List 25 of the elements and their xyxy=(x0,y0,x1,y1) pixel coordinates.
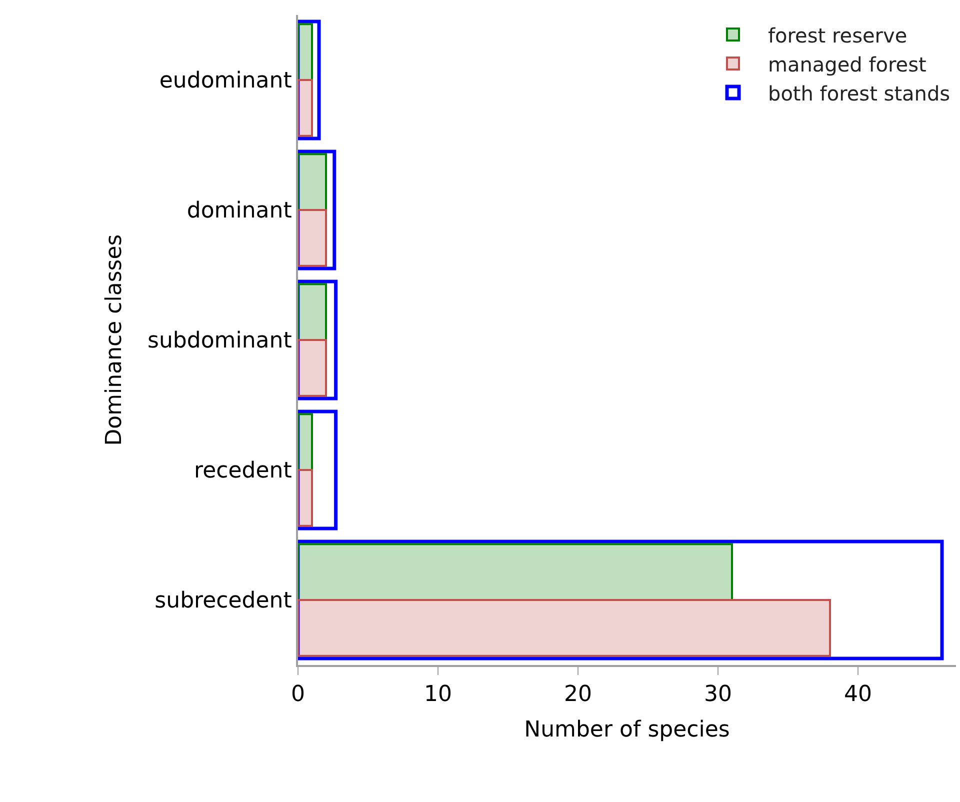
bar xyxy=(298,153,327,211)
bar xyxy=(298,283,327,341)
bar xyxy=(298,543,733,601)
bar xyxy=(298,23,313,81)
x-tick-label: 10 xyxy=(424,682,452,708)
legend-label: forest reserve xyxy=(768,23,908,48)
bar xyxy=(298,413,313,471)
x-tick-label: 30 xyxy=(704,682,732,708)
x-axis-title: Number of species xyxy=(524,718,730,743)
x-tick-label: 40 xyxy=(844,682,872,708)
bar xyxy=(298,599,831,657)
y-tick-label: subdominant xyxy=(148,328,292,354)
y-tick-label: dominant xyxy=(186,198,292,224)
legend-label: both forest stands xyxy=(768,81,950,106)
y-tick-label: eudominant xyxy=(159,68,292,94)
bar xyxy=(298,209,327,267)
y-tick-label: recedent xyxy=(194,458,292,484)
y-axis-title: Dominance classes xyxy=(102,234,127,446)
legend-label: managed forest xyxy=(768,52,927,76)
y-tick-label: subrecedent xyxy=(154,588,292,614)
bar xyxy=(298,469,313,527)
bar xyxy=(298,339,327,397)
x-tick-label: 0 xyxy=(291,682,305,708)
x-tick-label: 20 xyxy=(564,682,592,708)
bar xyxy=(298,79,313,137)
